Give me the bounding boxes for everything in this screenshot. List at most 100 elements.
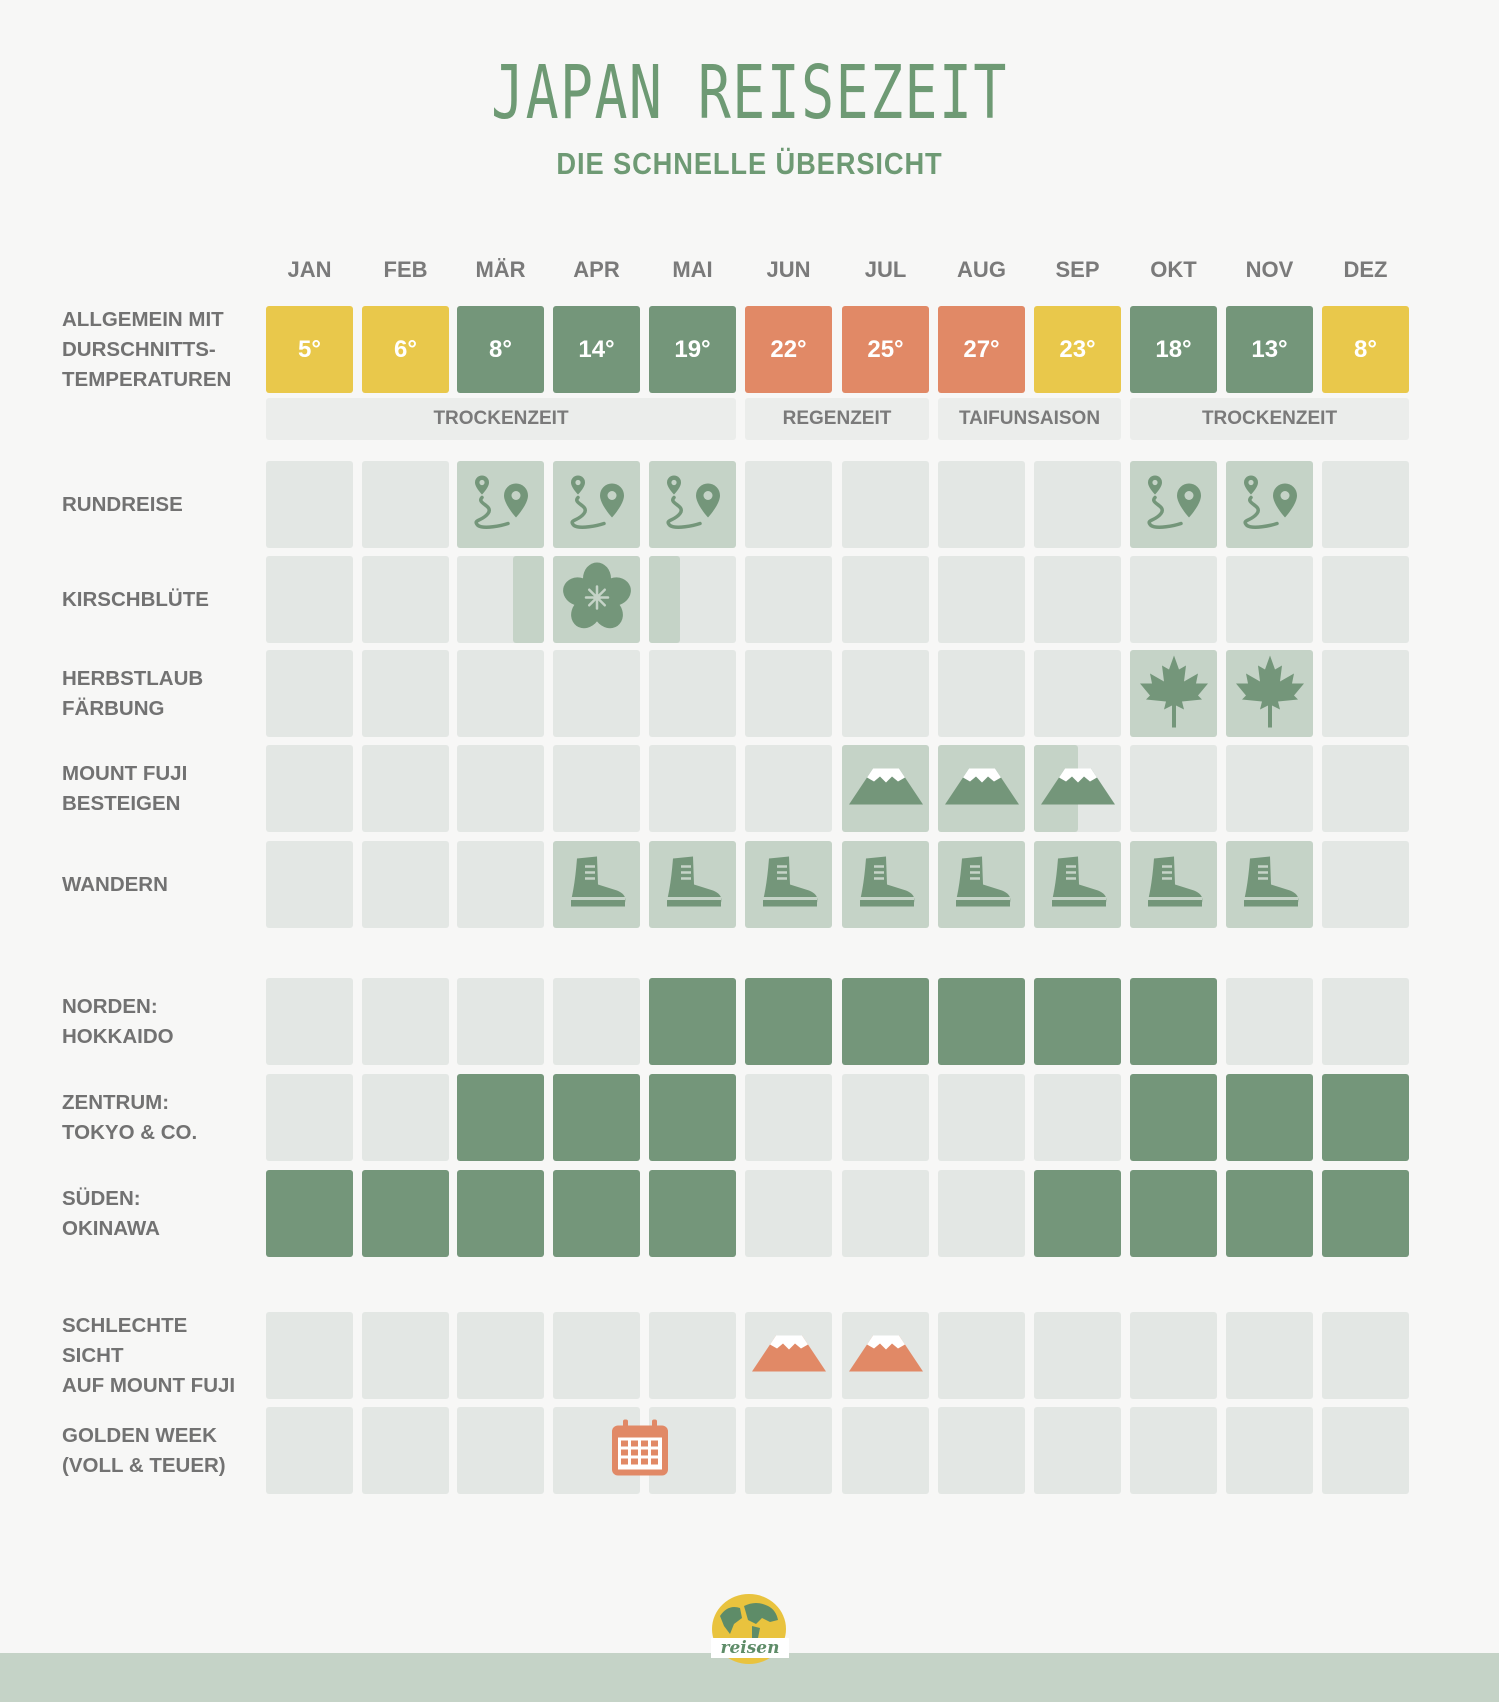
hiking-boot-icon	[757, 854, 821, 915]
month-header: JAN	[287, 257, 332, 282]
region-cell	[1226, 978, 1313, 1065]
row-label: MOUNT FUJI BESTEIGEN	[62, 761, 188, 815]
temperature-cell: 25°	[842, 306, 929, 393]
calendar-cell	[938, 650, 1025, 737]
calendar-cell	[842, 461, 929, 548]
calendar-cell	[649, 1312, 736, 1399]
calendar-cell	[1322, 650, 1409, 737]
calendar-cell	[1034, 461, 1121, 548]
calendar-cell	[362, 1312, 449, 1399]
row-label: GOLDEN WEEK (VOLL & TEUER)	[62, 1423, 226, 1477]
calendar-cell	[745, 556, 832, 643]
cherry-blossom-icon	[562, 562, 632, 637]
month-header: DEZ	[1343, 257, 1388, 282]
row-label: SCHLECHTE SICHT AUF MOUNT FUJI	[62, 1313, 236, 1397]
temperature-cell: 13°	[1226, 306, 1313, 393]
calendar-cell	[457, 461, 544, 548]
month-header: JUN	[766, 257, 811, 282]
region-cell	[1226, 1074, 1313, 1161]
season-bar: REGENZEIT	[745, 398, 929, 440]
calendar-cell	[649, 841, 736, 928]
partial-season-strip	[513, 556, 544, 643]
temperature-cell: 8°	[1322, 306, 1409, 393]
region-cell	[938, 1170, 1025, 1257]
maple-leaf-icon	[1138, 653, 1210, 734]
region-cell	[362, 978, 449, 1065]
calendar-cell	[938, 556, 1025, 643]
row-label: ZENTRUM: TOKYO & CO.	[62, 1090, 198, 1144]
calendar-cell	[1034, 841, 1121, 928]
calendar-cell	[266, 461, 353, 548]
calendar-cell	[745, 1407, 832, 1494]
row-label: NORDEN: HOKKAIDO	[62, 994, 174, 1048]
region-cell	[649, 978, 736, 1065]
calendar-cell	[266, 1407, 353, 1494]
region-cell	[1322, 1170, 1409, 1257]
calendar-cell	[362, 556, 449, 643]
calendar-cell	[842, 1407, 929, 1494]
calendar-cell	[1226, 1312, 1313, 1399]
hiking-boot-icon	[565, 854, 629, 915]
calendar-cell	[553, 556, 640, 643]
region-cell	[457, 1074, 544, 1161]
calendar-cell	[553, 841, 640, 928]
page-title: JAPAN REISEZEIT	[491, 50, 1008, 136]
temperature-cell: 22°	[745, 306, 832, 393]
row-label: HERBSTLAUB FÄRBUNG	[62, 666, 204, 720]
calendar-cell	[842, 841, 929, 928]
calendar-cell	[1130, 461, 1217, 548]
region-cell	[457, 1170, 544, 1257]
hiking-boot-icon	[1142, 854, 1206, 915]
calendar-cell	[649, 745, 736, 832]
calendar-cell	[1226, 841, 1313, 928]
month-header: SEP	[1055, 257, 1100, 282]
region-cell	[1034, 978, 1121, 1065]
mount-fuji-icon	[847, 764, 925, 813]
calendar-cell	[457, 1407, 544, 1494]
calendar-cell	[745, 841, 832, 928]
region-cell	[842, 1170, 929, 1257]
season-bar: TROCKENZEIT	[266, 398, 736, 440]
calendar-cell	[553, 650, 640, 737]
row-label: SÜDEN: OKINAWA	[62, 1186, 160, 1240]
region-cell	[1034, 1074, 1121, 1161]
calendar-cell	[842, 745, 929, 832]
region-cell	[745, 1170, 832, 1257]
calendar-cell	[1034, 650, 1121, 737]
hiking-boot-icon	[854, 854, 918, 915]
temperature-cell: 5°	[266, 306, 353, 393]
month-header: APR	[573, 257, 620, 282]
calendar-cell	[457, 1312, 544, 1399]
calendar-cell	[745, 650, 832, 737]
temperature-cell: 19°	[649, 306, 736, 393]
calendar-cell	[266, 556, 353, 643]
maple-leaf-icon	[1234, 653, 1306, 734]
logo-text: reisen	[711, 1638, 789, 1658]
region-cell	[266, 1170, 353, 1257]
temperature-cell: 14°	[553, 306, 640, 393]
region-cell	[553, 978, 640, 1065]
calendar-cell	[938, 1407, 1025, 1494]
hiking-boot-icon	[661, 854, 725, 915]
temperature-cell: 6°	[362, 306, 449, 393]
region-cell	[1322, 1074, 1409, 1161]
region-cell	[553, 1170, 640, 1257]
calendar-cell	[1322, 1407, 1409, 1494]
calendar-cell	[362, 745, 449, 832]
month-header: FEB	[383, 257, 428, 282]
calendar-cell	[842, 650, 929, 737]
season-bar: TAIFUNSAISON	[938, 398, 1121, 440]
world-map-icon	[720, 1603, 778, 1638]
calendar-cell	[362, 841, 449, 928]
calendar-cell	[1034, 1407, 1121, 1494]
calendar-cell	[1226, 461, 1313, 548]
region-cell	[649, 1074, 736, 1161]
calendar-cell	[553, 745, 640, 832]
region-cell	[266, 978, 353, 1065]
calendar-cell	[1226, 556, 1313, 643]
month-header: NOV	[1245, 257, 1294, 282]
calendar-cell	[457, 650, 544, 737]
temperature-cell: 18°	[1130, 306, 1217, 393]
calendar-cell	[1322, 461, 1409, 548]
month-header: OKT	[1150, 257, 1197, 282]
